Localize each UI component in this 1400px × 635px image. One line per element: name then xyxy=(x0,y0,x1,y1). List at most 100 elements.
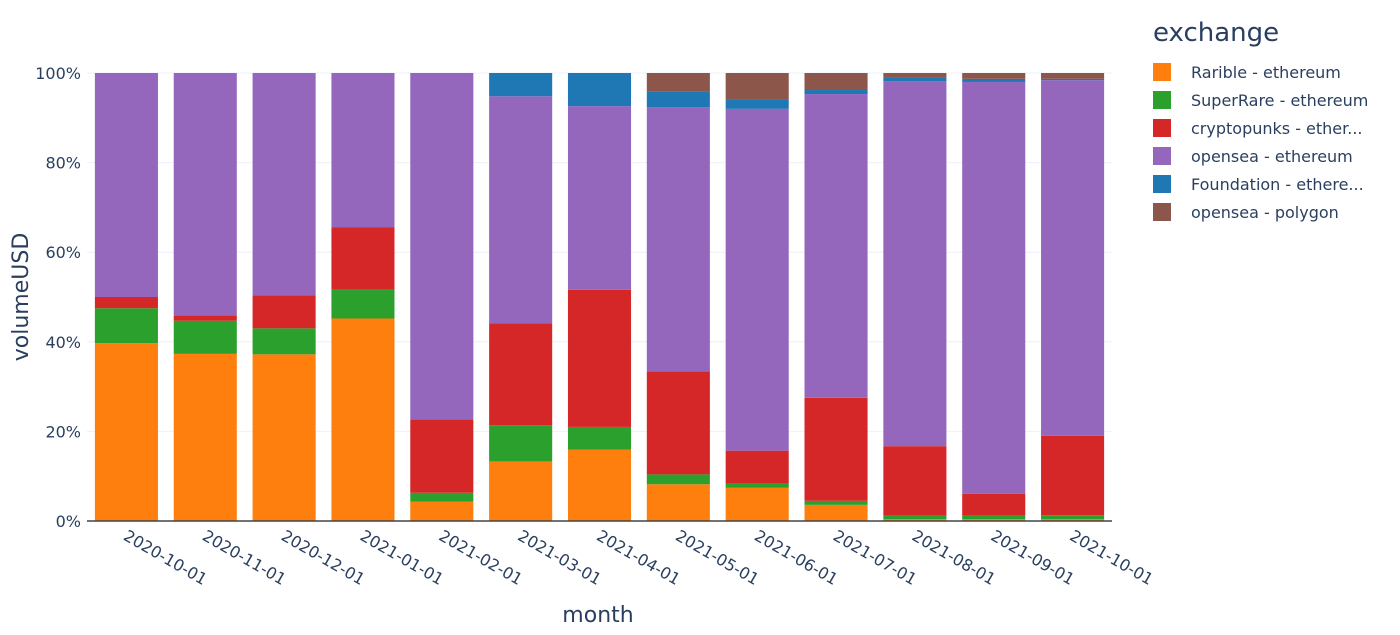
bar-segment-rarible-ethereum xyxy=(1041,519,1105,521)
bar-segment-rarible-ethereum xyxy=(94,343,158,521)
bar-segment-cryptopunks-ethereum xyxy=(94,297,158,309)
legend-swatch xyxy=(1153,91,1171,109)
bar-segment-superrare-ethereum xyxy=(962,515,1026,520)
legend-item-label: cryptopunks - ether... xyxy=(1191,119,1363,138)
bar-segment-cryptopunks-ethereum xyxy=(725,450,789,484)
y-tick-label: 80% xyxy=(45,154,81,173)
bar-segment-foundation-ethereum xyxy=(804,90,868,95)
bar-segment-opensea-ethereum xyxy=(646,107,710,372)
y-tick-labels: 0% 20% 40% 60% 80% 100% xyxy=(35,64,81,531)
bar-segment-opensea-ethereum xyxy=(1041,80,1105,436)
bar-segment-superrare-ethereum xyxy=(252,328,316,355)
bar-segment-cryptopunks-ethereum xyxy=(410,419,474,493)
x-tick-label: 2021-04-01 xyxy=(594,526,684,589)
legend-item-label: Rarible - ethereum xyxy=(1191,63,1341,82)
x-tick-label: 2021-06-01 xyxy=(751,526,841,589)
bar-segment-cryptopunks-ethereum xyxy=(331,227,395,290)
legend-swatch xyxy=(1153,175,1171,193)
bar-segment-superrare-ethereum xyxy=(94,308,158,344)
bar-segment-opensea-ethereum xyxy=(94,73,158,297)
bar-segment-opensea-ethereum xyxy=(883,81,947,447)
bar-segment-opensea-ethereum xyxy=(725,108,789,451)
bar-segment-superrare-ethereum xyxy=(725,483,789,488)
bar-segment-opensea-polygon xyxy=(646,73,710,92)
bar-segment-superrare-ethereum xyxy=(1041,515,1105,520)
bar-segment-rarible-ethereum xyxy=(331,318,395,521)
bar-segment-superrare-ethereum xyxy=(567,426,632,450)
bar-segment-opensea-polygon xyxy=(725,73,789,100)
legend-item-label: Foundation - ethere... xyxy=(1191,175,1364,194)
bar-segment-foundation-ethereum xyxy=(567,73,632,107)
bar-segment-cryptopunks-ethereum xyxy=(646,371,710,475)
bar-segment-opensea-polygon xyxy=(804,73,868,91)
x-tick-labels: 2020-10-012020-11-012020-12-012021-01-01… xyxy=(120,526,1156,589)
bar-segment-cryptopunks-ethereum xyxy=(252,295,316,329)
legend-item-label: opensea - ethereum xyxy=(1191,147,1353,166)
bar-segment-opensea-ethereum xyxy=(410,73,474,420)
bar-segment-opensea-polygon xyxy=(1041,73,1105,79)
bar-segment-cryptopunks-ethereum xyxy=(567,289,632,427)
x-tick-label: 2021-09-01 xyxy=(988,526,1078,589)
bar-segment-rarible-ethereum xyxy=(646,484,710,521)
legend-swatch xyxy=(1153,119,1171,137)
bar-segment-rarible-ethereum xyxy=(489,461,553,521)
bar-segment-opensea-ethereum xyxy=(962,81,1026,494)
bar-segment-foundation-ethereum xyxy=(489,73,553,97)
bar-segment-rarible-ethereum xyxy=(410,501,474,521)
legend-swatch xyxy=(1153,203,1171,221)
bar-segment-foundation-ethereum xyxy=(962,78,1026,82)
legend-swatch xyxy=(1153,147,1171,165)
x-tick-label: 2020-12-01 xyxy=(278,526,368,589)
x-tick-label: 2021-08-01 xyxy=(909,526,999,589)
legend-item-label: SuperRare - ethereum xyxy=(1191,91,1368,110)
x-tick-label: 2020-10-01 xyxy=(120,526,210,589)
bar-segment-opensea-polygon xyxy=(962,73,1026,79)
bar-segment-cryptopunks-ethereum xyxy=(1041,435,1105,516)
bar-segment-cryptopunks-ethereum xyxy=(883,446,947,516)
bar-segment-rarible-ethereum xyxy=(725,487,789,521)
bar-segment-foundation-ethereum xyxy=(725,99,789,109)
bar-segment-opensea-ethereum xyxy=(331,73,395,228)
bar-segment-cryptopunks-ethereum xyxy=(173,315,237,321)
bar-segment-superrare-ethereum xyxy=(489,425,553,462)
x-axis-title: month xyxy=(562,603,633,628)
x-tick-label: 2020-11-01 xyxy=(199,526,289,589)
bar-segment-superrare-ethereum xyxy=(410,492,474,502)
x-tick-label: 2021-07-01 xyxy=(830,526,920,589)
y-tick-label: 100% xyxy=(35,64,81,83)
x-tick-label: 2021-10-01 xyxy=(1067,526,1157,589)
legend-item-label: opensea - polygon xyxy=(1191,203,1339,222)
bar-segment-rarible-ethereum xyxy=(567,449,632,521)
bar-segment-rarible-ethereum xyxy=(962,519,1026,521)
bar-segment-opensea-polygon xyxy=(883,73,947,78)
bar-segment-superrare-ethereum xyxy=(646,474,710,485)
y-tick-label: 20% xyxy=(45,422,81,441)
y-tick-label: 40% xyxy=(45,333,81,352)
x-tick-label: 2021-03-01 xyxy=(515,526,605,589)
legend: exchange Rarible - ethereum SuperRare - e… xyxy=(1153,18,1368,222)
bar-segment-rarible-ethereum xyxy=(804,504,868,521)
bar-segment-superrare-ethereum xyxy=(331,289,395,319)
bar-segment-cryptopunks-ethereum xyxy=(489,323,553,426)
bar-segment-foundation-ethereum xyxy=(883,77,947,82)
bar-segment-rarible-ethereum xyxy=(173,353,237,521)
bar-segment-cryptopunks-ethereum xyxy=(804,397,868,501)
bar-segment-opensea-ethereum xyxy=(252,73,316,296)
y-tick-label: 0% xyxy=(56,512,81,531)
x-tick-label: 2021-05-01 xyxy=(672,526,762,589)
bar-segment-opensea-ethereum xyxy=(804,94,868,398)
x-tick-label: 2021-02-01 xyxy=(436,526,526,589)
x-tick-label: 2021-01-01 xyxy=(357,526,447,589)
bar-segment-superrare-ethereum xyxy=(804,500,868,505)
y-axis-title: volumeUSD xyxy=(9,233,34,362)
bar-segment-foundation-ethereum xyxy=(646,91,710,108)
bars xyxy=(94,73,1105,521)
legend-title: exchange xyxy=(1153,18,1279,48)
bar-segment-superrare-ethereum xyxy=(173,320,237,354)
y-tick-label: 60% xyxy=(45,243,81,262)
bar-segment-opensea-ethereum xyxy=(567,106,632,290)
bar-segment-superrare-ethereum xyxy=(883,515,947,520)
legend-swatch xyxy=(1153,63,1171,81)
